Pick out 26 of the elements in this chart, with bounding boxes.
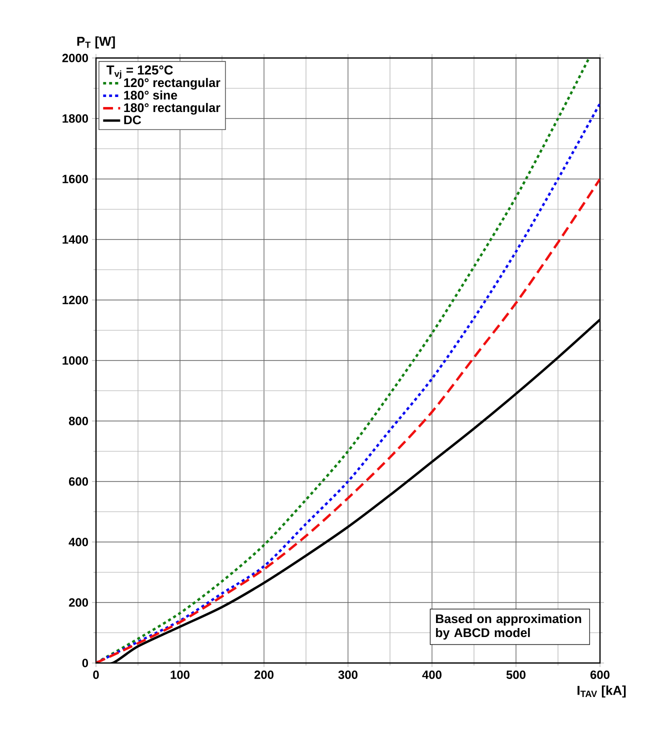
x-tick-label: 200 [254,670,274,679]
y-tick-label: 1000 [62,356,88,365]
y-tick-label: 2000 [62,54,88,62]
y-tick-label: 200 [68,598,88,607]
x-tick-label: 400 [422,670,442,679]
y-axis-title: P$_{T}$ [W] [77,36,115,48]
y-tick-label: 0 [82,658,88,668]
y-tick-label: 400 [68,538,88,546]
x-tick-label: 100 [170,670,190,679]
y-tick-label: 1400 [62,235,88,244]
x-tick-label: 600 [590,670,610,679]
y-tick-label: 800 [68,416,88,426]
x-tick-label: 500 [506,670,526,679]
y-tick-label: 1200 [62,296,88,304]
y-tick-label: 1800 [62,114,88,123]
y-tick-label: 1600 [62,174,88,184]
legend-label: 120° rectangular [124,78,220,90]
x-axis-title: I$_{TAV}$ [kA] [578,685,626,698]
x-tick-label: 300 [338,670,358,679]
legend-label: 180° rectangular [124,102,220,115]
y-tick-label: 600 [68,477,88,486]
annotation: Based on approximation by ABCD model [436,614,582,640]
x-tick-label: 0 [93,670,99,679]
legend-label: 180° sine [124,90,178,100]
legend-title: T$_{vj}$ = 125°C [106,65,173,79]
legend-label: DC [124,115,142,124]
